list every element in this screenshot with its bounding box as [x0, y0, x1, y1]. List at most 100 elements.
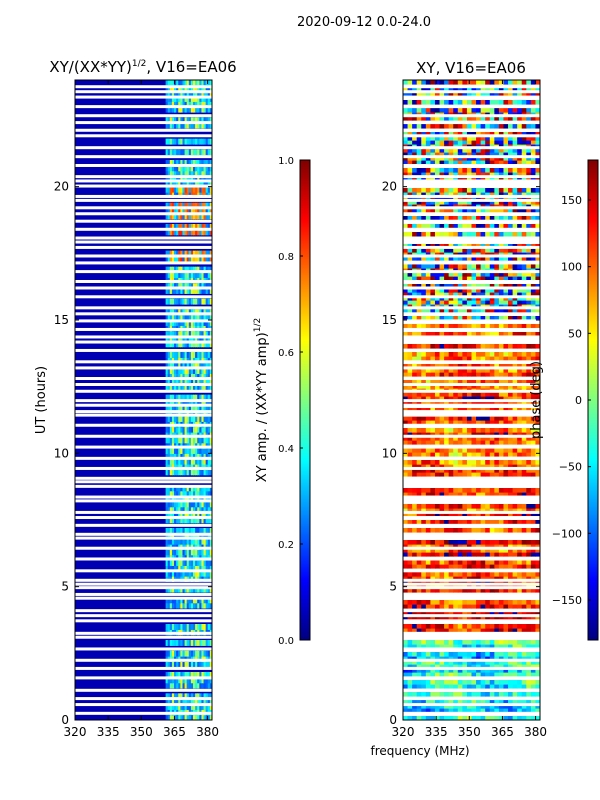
right-heatmap-cell [521, 428, 527, 433]
left-heatmap-cell [182, 357, 186, 364]
right-heatmap-cell [448, 352, 454, 357]
left-heatmap-cell [178, 378, 181, 385]
right-heatmap-cell [503, 364, 509, 369]
right-heatmap-cell [508, 272, 514, 277]
right-heatmap-cell [526, 296, 532, 301]
left-heatmap-cell [178, 624, 181, 630]
right-heatmap-cell [444, 332, 450, 337]
right-heatmap-cell [434, 464, 441, 469]
left-heatmap-cell [199, 416, 203, 422]
right-heatmap-cell [508, 668, 514, 673]
left-heatmap-cell [199, 586, 203, 593]
left-flagged-row [75, 516, 212, 520]
left-heatmap-cell [167, 336, 171, 342]
right-heatmap-cell [530, 428, 537, 433]
right-heatmap-cell [403, 716, 409, 720]
right-heatmap-cell [485, 432, 491, 437]
right-heatmap-cell [425, 520, 431, 525]
right-heatmap-cell [439, 704, 445, 709]
right-heatmap-cell [508, 416, 514, 421]
left-heatmap-cell [171, 186, 175, 193]
left-heatmap-cell [182, 437, 186, 444]
right-heatmap-cell [476, 640, 482, 645]
right-heatmap-cell [471, 264, 477, 269]
left-heatmap-cell [205, 352, 209, 358]
left-heatmap-cell [207, 352, 211, 358]
right-heatmap-cell [444, 448, 450, 453]
left-heatmap-cell [205, 437, 209, 444]
right-heatmap-cell [521, 400, 527, 405]
right-heatmap-cell [471, 704, 477, 709]
right-heatmap-cell [457, 396, 463, 401]
left-heatmap-cell [197, 352, 200, 358]
right-heatmap-cell [425, 232, 431, 237]
left-heatmap-cell [167, 693, 171, 700]
right-heatmap-cell [457, 512, 463, 517]
right-heatmap-cell [521, 284, 527, 289]
left-heatmap-cell [197, 602, 200, 609]
right-heatmap-cell [508, 428, 514, 433]
left-heatmap-cell [169, 490, 173, 497]
left-heatmap-cell [182, 405, 186, 412]
right-heatmap-cell [421, 460, 427, 465]
left-heatmap-cell [167, 538, 171, 545]
left-flagged-row [75, 134, 212, 138]
right-heatmap-cell [416, 628, 422, 633]
right-heatmap-cell [476, 232, 482, 237]
left-heatmap-cell [197, 314, 200, 321]
right-heatmap-cell [462, 308, 468, 313]
right-heatmap-cell [530, 172, 537, 177]
right-heatmap-cell [421, 604, 427, 609]
right-heatmap-cell [453, 680, 459, 685]
right-heatmap-cell [462, 172, 468, 177]
left-heatmap-cell [203, 341, 207, 348]
right-heatmap-cell [494, 232, 500, 237]
right-heatmap-cell [457, 192, 463, 197]
right-heatmap-cell [480, 700, 486, 705]
right-heatmap-cell [498, 660, 505, 665]
right-heatmap-cell [512, 488, 518, 493]
left-heatmap-cell [165, 549, 169, 556]
right-heatmap-cell [471, 248, 477, 253]
left-heatmap-cell [174, 138, 177, 145]
left-heatmap-cell [174, 362, 177, 369]
right-heatmap-cell [457, 288, 463, 293]
left-heatmap-cell [203, 229, 207, 236]
left-heatmap-cell [167, 570, 171, 577]
right-heatmap-cell [485, 172, 491, 177]
left-heatmap-cell [180, 400, 184, 406]
left-heatmap-cell [188, 597, 192, 604]
right-heatmap-cell [494, 448, 500, 453]
left-heatmap-cell [171, 496, 175, 502]
right-heatmap-cell [466, 512, 473, 517]
left-heatmap-cell [207, 309, 211, 316]
left-heatmap-cell [176, 384, 179, 390]
right-heatmap-cell [416, 428, 422, 433]
right-heatmap-cell [421, 700, 427, 705]
right-heatmap-cell [407, 540, 413, 545]
right-heatmap-cell [425, 528, 431, 533]
left-heatmap-cell [174, 250, 177, 257]
right-heatmap-cell [421, 428, 427, 433]
right-heatmap-cell [439, 380, 445, 385]
left-heatmap-cell [205, 341, 209, 348]
left-heatmap-cell [174, 106, 177, 113]
right-heatmap-cell [412, 656, 418, 661]
left-heatmap-cell [184, 661, 188, 668]
right-heatmap-cell [439, 284, 445, 289]
right-heatmap-cell [530, 560, 537, 565]
right-heatmap-cell [476, 508, 482, 513]
right-heatmap-cell [453, 356, 459, 361]
left-heatmap-cell [167, 469, 171, 476]
left-heatmap-cell [169, 597, 173, 604]
right-heatmap-cell [485, 372, 491, 377]
right-heatmap-cell [462, 256, 468, 261]
right-heatmap-cell [444, 700, 450, 705]
right-heatmap-cell [494, 248, 500, 253]
right-heatmap-cell [494, 276, 500, 281]
left-heatmap-cell [195, 362, 198, 369]
right-heatmap-cell [457, 488, 463, 493]
right-heatmap-cell [412, 692, 418, 697]
right-heatmap-cell [421, 508, 427, 513]
left-flagged-row [75, 105, 212, 109]
